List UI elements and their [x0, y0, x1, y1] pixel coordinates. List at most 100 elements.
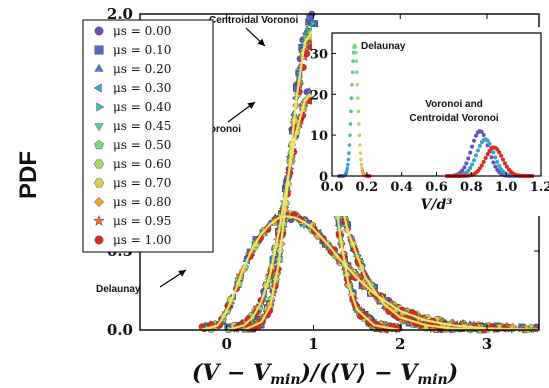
inset-point	[493, 164, 498, 169]
fit-curve-voronoi	[226, 93, 488, 332]
inset-point	[504, 164, 509, 169]
inset-point	[349, 109, 353, 114]
inset-point	[355, 96, 360, 100]
y-tick-label: 0.0	[107, 321, 133, 339]
inset-point	[477, 143, 482, 148]
inset-point	[354, 59, 359, 63]
legend-marker	[94, 235, 104, 245]
legend-entry: μs = 0.00	[94, 24, 171, 38]
legend-entry: μs = 1.00	[94, 233, 171, 247]
inset-point	[353, 50, 358, 55]
legend-marker	[94, 123, 104, 132]
inset-x-tick-label: 0.8	[460, 180, 483, 195]
inset-point	[475, 148, 480, 153]
inset-point	[466, 156, 471, 161]
legend-label: μs = 0.00	[113, 24, 171, 38]
annotation-delaunay-arrowhead	[178, 270, 186, 277]
inset-chart: 0.0 0.2 0.4 0.6 0.8 1.0 1.2 0 10 20 30 V/d³ Delaunay…	[310, 27, 549, 216]
inset-point	[351, 59, 355, 63]
x-tick-label: 1	[308, 335, 318, 353]
inset-point	[350, 82, 354, 87]
annotation-delaunay: Delaunay	[96, 284, 141, 295]
inset-point	[497, 164, 502, 169]
x-axis-label: (V − Vmin)/(⟨V⟩ − Vmin)	[192, 360, 458, 388]
inset-point	[460, 168, 465, 173]
inset-point	[485, 138, 490, 143]
legend-label: μs = 0.40	[113, 100, 171, 114]
inset-point	[472, 158, 477, 163]
legend-entry: μs = 0.30	[93, 81, 171, 95]
inset-point	[348, 133, 352, 138]
inset-point	[479, 129, 484, 134]
legend-label: μs = 0.20	[113, 62, 171, 76]
inset-y-tick-label: 20	[310, 88, 328, 103]
inset-background	[312, 27, 547, 216]
inset-point	[497, 150, 502, 155]
inset-point	[485, 152, 490, 157]
main-annotations: Centroidal Voronoi Voronoi Delaunay	[96, 15, 298, 295]
inset-point	[481, 159, 486, 164]
inset-point	[477, 166, 482, 171]
inset-point	[472, 138, 477, 143]
legend-marker	[96, 102, 105, 112]
annotation-voronoi-arrowhead	[247, 102, 255, 109]
inset-point	[462, 165, 467, 170]
legend-label: μs = 0.70	[113, 176, 171, 190]
inset-point	[349, 96, 354, 100]
legend-label: μs = 0.10	[113, 43, 171, 57]
inset-point	[495, 160, 500, 165]
inset-point	[503, 161, 508, 166]
legend-label: μs = 0.30	[113, 81, 171, 95]
inset-point	[353, 45, 357, 49]
inset-point	[491, 160, 496, 165]
legend-marker	[94, 139, 104, 150]
legend-entry: μs = 0.50	[94, 138, 171, 152]
inset-point	[491, 150, 496, 155]
x-tick-label: 2	[395, 335, 405, 353]
inset-point	[468, 166, 473, 171]
legend-entry: μs = 0.80	[93, 195, 171, 209]
legend-label: μs = 1.00	[113, 233, 171, 247]
inset-x-axis-label: V/d³	[421, 197, 453, 213]
inset-point	[346, 157, 351, 162]
inset-point	[357, 122, 361, 126]
inset-point	[468, 150, 473, 155]
legend-label: μs = 0.80	[113, 195, 171, 209]
inset-point	[483, 156, 488, 161]
inset-x-tick-label: 0.4	[390, 180, 413, 195]
annotation-voronoi: Voronoi	[204, 124, 241, 135]
legend-marker	[94, 63, 104, 72]
legend-marker	[94, 26, 104, 36]
inset-point	[347, 151, 351, 155]
data-point-3	[310, 19, 317, 27]
inset-point	[479, 163, 484, 168]
legend-label: μs = 0.95	[113, 214, 171, 228]
inset-point	[487, 141, 492, 146]
inset-y-tick-label: 30	[310, 47, 328, 62]
legend-marker	[93, 159, 105, 169]
data-point-2	[381, 302, 391, 312]
inset-point	[499, 153, 504, 158]
legend-marker	[93, 178, 105, 188]
legend-label: μs = 0.50	[113, 138, 171, 152]
inset-point	[358, 143, 362, 147]
y-tick-label: 2.0	[107, 5, 133, 23]
inset-x-tick-label: 1.0	[495, 180, 518, 195]
inset-point	[470, 144, 475, 149]
legend-box	[82, 19, 214, 253]
inset-point	[493, 155, 498, 160]
legend-marker	[94, 45, 104, 55]
inset-point	[473, 153, 478, 158]
inset-annotation-centroidal-voronoi: Centroidal Voronoi	[409, 113, 498, 124]
legend-label: μs = 0.45	[113, 119, 171, 133]
legend-marker	[93, 83, 102, 93]
inset-point	[358, 151, 363, 155]
legend-entry: μs = 0.45	[94, 119, 171, 133]
inset-point	[347, 143, 352, 147]
inset-x-tick-label: 0.6	[425, 180, 448, 195]
legend-marker	[93, 196, 105, 208]
inset-point	[501, 157, 506, 162]
inset-x-tick-label: 1.2	[530, 180, 549, 195]
